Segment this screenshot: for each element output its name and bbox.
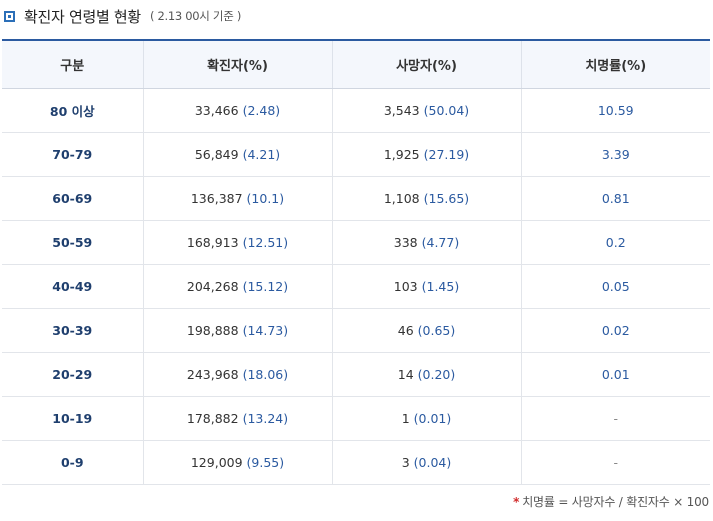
footnote: * 치명률 = 사망자수 / 확진자수 × 100 [513, 493, 709, 510]
cases-value: 198,888 [186, 323, 239, 338]
cases-cell: 198,888 (14.73) [143, 308, 333, 353]
deaths-percent: (0.20) [417, 367, 456, 382]
deaths-percent: (27.19) [423, 147, 470, 162]
cases-cell: 33,466 (2.48) [143, 88, 333, 133]
deaths-cell: 338 (4.77) [332, 220, 522, 265]
cases-cell: 204,268 (15.12) [143, 264, 333, 309]
cases-value: 56,849 [194, 147, 239, 162]
column-header-cases: 확진자(%) [143, 39, 333, 89]
deaths-value: 3,543 [383, 103, 420, 118]
deaths-cell: 1,108 (15.65) [332, 176, 522, 221]
deaths-percent: (0.01) [413, 411, 452, 426]
fatality-rate-cell: 0.2 [521, 220, 710, 265]
deaths-cell: 1,925 (27.19) [332, 132, 522, 177]
table-row: 50-59 168,913 (12.51) 338 (4.77) 0.2 [2, 220, 710, 265]
cases-value: 136,387 [190, 191, 243, 206]
cases-percent: (13.24) [242, 411, 289, 426]
deaths-cell: 3 (0.04) [332, 440, 522, 485]
deaths-percent: (4.77) [421, 235, 460, 250]
fatality-rate-cell: 0.81 [521, 176, 710, 221]
deaths-value: 1,925 [383, 147, 420, 162]
deaths-cell: 103 (1.45) [332, 264, 522, 309]
section-header: 확진자 연령별 현황 ( 2.13 00시 기준 ) [4, 6, 241, 26]
age-group-cell: 80 이상 [2, 88, 144, 133]
deaths-cell: 1 (0.01) [332, 396, 522, 441]
table-row: 40-49 204,268 (15.12) 103 (1.45) 0.05 [2, 264, 710, 309]
deaths-value: 46 [397, 323, 414, 338]
fatality-rate-cell: 0.02 [521, 308, 710, 353]
cases-value: 33,466 [194, 103, 239, 118]
cases-cell: 129,009 (9.55) [143, 440, 333, 485]
fatality-rate-cell: - [521, 440, 710, 485]
fatality-rate-cell: 10.59 [521, 88, 710, 133]
fatality-rate-cell: 0.01 [521, 352, 710, 397]
age-group-cell: 50-59 [2, 220, 144, 265]
age-group-cell: 70-79 [2, 132, 144, 177]
cases-value: 129,009 [190, 455, 243, 470]
age-status-table: 구분 확진자(%) 사망자(%) 치명률(%) 80 이상 33,466 (2.4… [2, 39, 710, 485]
cases-percent: (12.51) [242, 235, 289, 250]
table-row: 80 이상 33,466 (2.48) 3,543 (50.04) 10.59 [2, 88, 710, 133]
age-group-cell: 30-39 [2, 308, 144, 353]
cases-percent: (2.48) [242, 103, 281, 118]
deaths-percent: (1.45) [421, 279, 460, 294]
cases-percent: (15.12) [242, 279, 289, 294]
cases-cell: 56,849 (4.21) [143, 132, 333, 177]
cases-percent: (10.1) [246, 191, 285, 206]
deaths-value: 338 [393, 235, 418, 250]
cases-value: 243,968 [186, 367, 239, 382]
table-row: 10-19 178,882 (13.24) 1 (0.01) - [2, 396, 710, 441]
cases-value: 168,913 [186, 235, 239, 250]
deaths-cell: 14 (0.20) [332, 352, 522, 397]
cases-cell: 136,387 (10.1) [143, 176, 333, 221]
table-row: 0-9 129,009 (9.55) 3 (0.04) - [2, 440, 710, 485]
fatality-rate-cell: 0.05 [521, 264, 710, 309]
deaths-value: 103 [393, 279, 418, 294]
age-group-cell: 10-19 [2, 396, 144, 441]
age-group-cell: 60-69 [2, 176, 144, 221]
deaths-value: 14 [397, 367, 414, 382]
deaths-percent: (50.04) [423, 103, 470, 118]
section-subtitle: ( 2.13 00시 기준 ) [149, 9, 242, 23]
footnote-text: 치명률 = 사망자수 / 확진자수 × 100 [522, 495, 709, 509]
fatality-rate-cell: - [521, 396, 710, 441]
column-header-group: 구분 [2, 39, 144, 89]
fatality-rate-cell: 3.39 [521, 132, 710, 177]
cases-cell: 243,968 (18.06) [143, 352, 333, 397]
table-row: 30-39 198,888 (14.73) 46 (0.65) 0.02 [2, 308, 710, 353]
section-title: 확진자 연령별 현황 [24, 7, 141, 26]
table-row: 70-79 56,849 (4.21) 1,925 (27.19) 3.39 [2, 132, 710, 177]
cases-percent: (9.55) [246, 455, 285, 470]
cases-value: 204,268 [186, 279, 239, 294]
column-header-fatality: 치명률(%) [521, 39, 710, 89]
deaths-value: 1 [401, 411, 410, 426]
age-group-cell: 0-9 [2, 440, 144, 485]
deaths-percent: (15.65) [423, 191, 470, 206]
cases-percent: (14.73) [242, 323, 289, 338]
age-group-cell: 20-29 [2, 352, 144, 397]
column-header-deaths: 사망자(%) [332, 39, 522, 89]
cases-percent: (4.21) [242, 147, 281, 162]
cases-value: 178,882 [186, 411, 239, 426]
deaths-percent: (0.04) [413, 455, 452, 470]
cases-cell: 178,882 (13.24) [143, 396, 333, 441]
deaths-cell: 46 (0.65) [332, 308, 522, 353]
table-row: 20-29 243,968 (18.06) 14 (0.20) 0.01 [2, 352, 710, 397]
table-body: 80 이상 33,466 (2.48) 3,543 (50.04) 10.59 70-7… [2, 88, 710, 485]
cases-percent: (18.06) [242, 367, 289, 382]
table-header-row: 구분 확진자(%) 사망자(%) 치명률(%) [2, 39, 710, 89]
square-bullet-icon [4, 10, 15, 22]
age-group-cell: 40-49 [2, 264, 144, 309]
footnote-marker: * [513, 495, 520, 509]
deaths-percent: (0.65) [417, 323, 456, 338]
cases-cell: 168,913 (12.51) [143, 220, 333, 265]
table-row: 60-69 136,387 (10.1) 1,108 (15.65) 0.81 [2, 176, 710, 221]
deaths-cell: 3,543 (50.04) [332, 88, 522, 133]
deaths-value: 1,108 [383, 191, 420, 206]
deaths-value: 3 [401, 455, 410, 470]
